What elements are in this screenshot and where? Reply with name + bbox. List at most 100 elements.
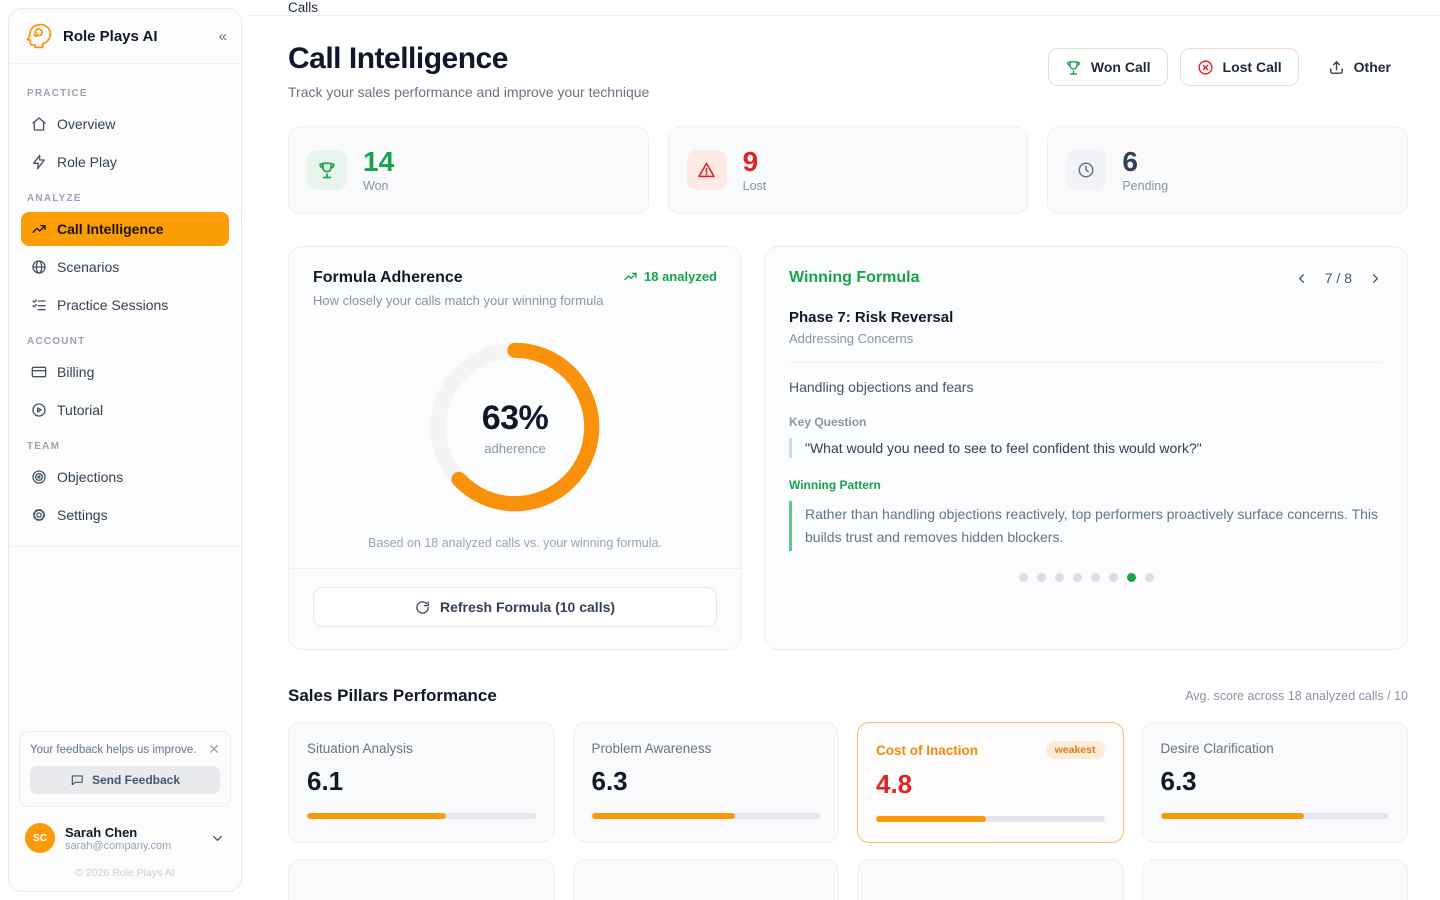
main-area: Calls Call Intelligence Track your sales…: [250, 0, 1440, 900]
pagination-dot-7[interactable]: [1126, 573, 1136, 583]
pillar-label: Situation Analysis: [307, 741, 413, 756]
pillar-card-situation-analysis: Situation Analysis 6.1: [288, 722, 555, 843]
pillar-score: 6.3: [1160, 766, 1197, 796]
trending-up-icon: [31, 221, 47, 237]
adherence-donut-chart: 63% adherence: [422, 334, 608, 520]
chat-bubble-icon: [70, 773, 84, 787]
gear-icon: [31, 507, 47, 523]
sidebar-item-role-play[interactable]: Role Play: [21, 145, 229, 179]
avatar: SC: [25, 823, 55, 853]
pagination-dot-4[interactable]: [1072, 573, 1082, 583]
pagination-dot-8[interactable]: [1144, 573, 1154, 583]
key-question: "What would you need to see to feel conf…: [789, 438, 1383, 458]
adherence-footnote: Based on 18 analyzed calls vs. your winn…: [368, 536, 662, 550]
user-menu[interactable]: SC Sarah Chen sarah@company.com: [9, 819, 241, 859]
adherence-percent: 63%: [481, 398, 549, 437]
home-icon: [31, 116, 47, 132]
content: Call Intelligence Track your sales perfo…: [250, 16, 1440, 900]
pillar-progress-bar: [591, 813, 820, 819]
sidebar-item-objections[interactable]: Objections: [21, 460, 229, 494]
stat-label: Won: [363, 178, 389, 193]
pillar-card-desire-clarification: Desire Clarification 6.3: [1141, 722, 1408, 843]
adherence-caption: adherence: [484, 440, 546, 456]
trophy-icon: [307, 150, 347, 190]
stat-card-won: 14 Won: [288, 126, 649, 214]
upload-icon: [1328, 59, 1345, 76]
pagination-dot-6[interactable]: [1108, 573, 1118, 583]
divider: [289, 568, 741, 569]
won-call-button[interactable]: Won Call: [1047, 48, 1168, 86]
sidebar-item-overview[interactable]: Overview: [21, 107, 229, 141]
topbar: Calls: [250, 0, 1440, 16]
pillar-score: 4.8: [876, 769, 913, 799]
pillars-grid: Situation Analysis 6.1 Problem Awareness 6.…: [288, 722, 1408, 843]
phase-subtitle: Addressing Concerns: [789, 331, 914, 346]
chevron-down-icon[interactable]: [210, 831, 225, 846]
winning-formula-card: Winning Formula 7 / 8 Phase 7: Risk Reve…: [764, 246, 1408, 650]
breadcrumb[interactable]: Calls: [288, 0, 319, 15]
pillar-card-hidden-3: [857, 859, 1124, 900]
app-header: Role Plays AI «: [9, 9, 241, 64]
pillar-progress-bar: [1160, 813, 1389, 819]
winning-formula-title: Winning Formula: [789, 269, 920, 286]
sidebar-item-call-intelligence[interactable]: Call Intelligence: [21, 212, 229, 246]
pagination-dot-5[interactable]: [1090, 573, 1100, 583]
sidebar-item-tutorial[interactable]: Tutorial: [21, 393, 229, 427]
stat-card-pending: 6 Pending: [1047, 126, 1408, 214]
pillar-label: Desire Clarification: [1160, 741, 1274, 756]
sidebar-item-scenarios[interactable]: Scenarios: [21, 250, 229, 284]
pillar-card-cost-of-inaction: Cost of Inaction weakest 4.8: [857, 722, 1124, 843]
stat-label: Pending: [1122, 178, 1169, 193]
user-name: Sarah Chen: [65, 824, 138, 840]
nav-section-label-account: Account: [27, 336, 86, 347]
adherence-title: Formula Adherence: [313, 269, 463, 286]
formula-adherence-card: Formula Adherence How closely your calls…: [288, 246, 742, 650]
copyright: © 2026 Role Plays AI: [75, 867, 175, 879]
clock-icon: [1066, 150, 1107, 190]
pagination-dot-1[interactable]: [1018, 573, 1028, 583]
pillar-score: 6.1: [307, 766, 344, 796]
pillar-card-hidden-2: [572, 859, 839, 900]
lost-call-button[interactable]: Lost Call: [1179, 48, 1299, 86]
pillar-card-hidden-1: [288, 859, 555, 900]
pillar-progress-bar: [876, 816, 1105, 822]
nav-section-label-team: Team: [27, 441, 61, 452]
winning-pattern-label: Winning Pattern: [789, 478, 881, 492]
pagination-dots: [789, 573, 1383, 583]
sidebar-item-billing[interactable]: Billing: [21, 355, 229, 389]
other-upload-button[interactable]: Other: [1310, 48, 1408, 86]
chevron-left-icon[interactable]: [1294, 271, 1309, 286]
target-icon: [31, 469, 47, 485]
sidebar-collapse-button[interactable]: «: [218, 27, 227, 45]
stat-value: 14: [363, 146, 395, 178]
stats-row: 14 Won 9 Lost 6 Pending: [288, 126, 1408, 214]
nav-section-label-practice: Practice: [27, 88, 88, 99]
pillar-label: Cost of Inaction: [876, 742, 978, 758]
stat-value: 9: [742, 146, 759, 178]
stat-card-lost: 9 Lost: [667, 126, 1029, 214]
sidebar-nav: Practice Overview Role Play Analyze Call Int…: [9, 64, 241, 536]
user-email: sarah@company.com: [65, 839, 172, 852]
close-icon[interactable]: ✕: [208, 741, 220, 757]
credit-card-icon: [31, 364, 47, 380]
sidebar-item-practice-sessions[interactable]: Practice Sessions: [21, 288, 229, 322]
sidebar-item-settings[interactable]: Settings: [21, 498, 229, 532]
pillars-note: Avg. score across 18 analyzed calls / 10: [1185, 689, 1408, 703]
trending-up-icon: [623, 269, 638, 284]
feedback-box: Your feedback helps us improve. ✕ Send F…: [19, 731, 231, 807]
pagination-dot-2[interactable]: [1036, 573, 1046, 583]
sidebar: Role Plays AI « Practice Overview Role Pla…: [0, 0, 250, 900]
pagination-label: 7 / 8: [1324, 270, 1352, 286]
feedback-message: Your feedback helps us improve.: [30, 744, 197, 756]
send-feedback-button[interactable]: Send Feedback: [30, 766, 220, 794]
chevron-right-icon[interactable]: [1368, 271, 1383, 286]
refresh-formula-button[interactable]: Refresh Formula (10 calls): [313, 587, 717, 627]
brain-logo-icon: [23, 21, 53, 51]
phase-description: Handling objections and fears: [789, 379, 974, 395]
pagination-dot-3[interactable]: [1054, 573, 1064, 583]
alert-triangle-icon: [686, 150, 727, 190]
pillar-card-problem-awareness: Problem Awareness 6.3: [572, 722, 839, 843]
pillar-card-hidden-4: [1141, 859, 1408, 900]
winning-pattern: Rather than handling objections reactive…: [789, 501, 1383, 552]
